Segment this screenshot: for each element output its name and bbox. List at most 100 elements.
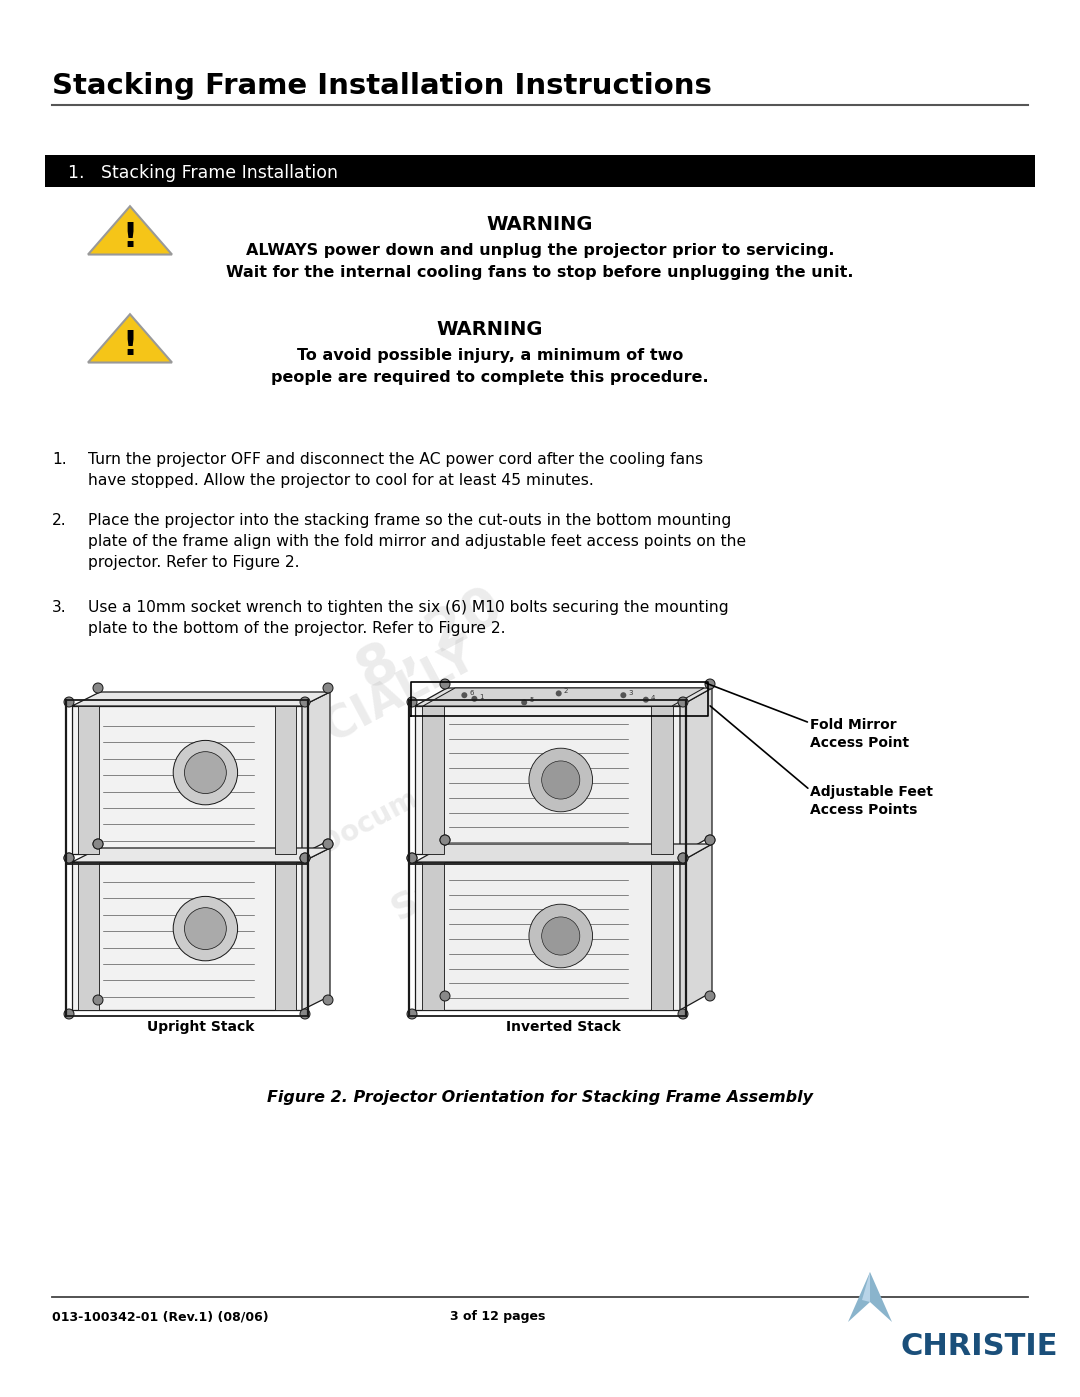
Text: 1: 1 bbox=[480, 694, 484, 700]
Circle shape bbox=[407, 1009, 417, 1018]
Polygon shape bbox=[72, 692, 330, 705]
Polygon shape bbox=[680, 687, 712, 854]
Circle shape bbox=[323, 995, 333, 1004]
Circle shape bbox=[323, 840, 333, 849]
Polygon shape bbox=[302, 848, 330, 1010]
Text: 8, 20: 8, 20 bbox=[349, 580, 512, 700]
Text: Figure 2. Projector Orientation for Stacking Frame Assembly: Figure 2. Projector Orientation for Stac… bbox=[267, 1090, 813, 1105]
Circle shape bbox=[407, 854, 417, 863]
Circle shape bbox=[173, 740, 238, 805]
Circle shape bbox=[64, 854, 75, 863]
Text: Document Copy: Document Copy bbox=[314, 719, 545, 861]
Bar bbox=[78, 705, 99, 854]
Text: Superseded: Superseded bbox=[384, 784, 615, 926]
Circle shape bbox=[64, 854, 75, 863]
Text: !: ! bbox=[122, 330, 137, 362]
Text: To avoid possible injury, a minimum of two
people are required to complete this : To avoid possible injury, a minimum of t… bbox=[271, 348, 708, 384]
Text: 6: 6 bbox=[470, 690, 474, 696]
Text: 4: 4 bbox=[651, 694, 656, 701]
Circle shape bbox=[440, 679, 450, 689]
Text: Turn the projector OFF and disconnect the AC power cord after the cooling fans
h: Turn the projector OFF and disconnect th… bbox=[87, 453, 703, 488]
Text: 2.: 2. bbox=[52, 513, 67, 528]
Circle shape bbox=[705, 990, 715, 1002]
Bar bbox=[45, 155, 1035, 187]
Circle shape bbox=[440, 990, 450, 1002]
Circle shape bbox=[522, 700, 527, 705]
Circle shape bbox=[678, 697, 688, 707]
Polygon shape bbox=[72, 705, 302, 854]
Text: 2: 2 bbox=[564, 689, 568, 694]
Text: Stacking Frame Installation Instructions: Stacking Frame Installation Instructions bbox=[52, 73, 712, 101]
Circle shape bbox=[407, 697, 417, 707]
Polygon shape bbox=[848, 1273, 892, 1322]
Circle shape bbox=[323, 683, 333, 693]
Text: Inverted Stack: Inverted Stack bbox=[505, 1020, 620, 1034]
Polygon shape bbox=[72, 862, 302, 1010]
Circle shape bbox=[300, 1009, 310, 1018]
Text: 1.: 1. bbox=[52, 453, 67, 467]
Circle shape bbox=[620, 692, 626, 698]
Text: Use a 10mm socket wrench to tighten the six (6) M10 bolts securing the mounting
: Use a 10mm socket wrench to tighten the … bbox=[87, 599, 729, 636]
Text: 3 of 12 pages: 3 of 12 pages bbox=[450, 1310, 545, 1323]
Circle shape bbox=[705, 835, 715, 845]
Text: Place the projector into the stacking frame so the cut-outs in the bottom mounti: Place the projector into the stacking fr… bbox=[87, 513, 746, 570]
Circle shape bbox=[173, 897, 238, 961]
Circle shape bbox=[678, 1009, 688, 1018]
Circle shape bbox=[542, 761, 580, 799]
Circle shape bbox=[64, 1009, 75, 1018]
Text: 3.: 3. bbox=[52, 599, 67, 615]
Circle shape bbox=[529, 904, 593, 968]
Circle shape bbox=[529, 749, 593, 812]
Polygon shape bbox=[72, 848, 330, 862]
Text: WARNING: WARNING bbox=[436, 320, 543, 339]
Circle shape bbox=[678, 854, 688, 863]
Circle shape bbox=[705, 679, 715, 689]
Bar bbox=[651, 705, 673, 854]
Bar bbox=[275, 705, 296, 854]
Circle shape bbox=[461, 692, 468, 698]
Circle shape bbox=[705, 835, 715, 845]
Text: 013-100342-01 (Rev.1) (08/06): 013-100342-01 (Rev.1) (08/06) bbox=[52, 1310, 269, 1323]
Circle shape bbox=[407, 854, 417, 863]
Polygon shape bbox=[87, 314, 172, 362]
Text: CHRISTIE: CHRISTIE bbox=[900, 1331, 1057, 1361]
Circle shape bbox=[556, 690, 562, 696]
Circle shape bbox=[185, 752, 227, 793]
Circle shape bbox=[323, 840, 333, 849]
Circle shape bbox=[678, 854, 688, 863]
Text: 3: 3 bbox=[629, 690, 633, 696]
Text: ALWAYS power down and unplug the projector prior to servicing.
Wait for the inte: ALWAYS power down and unplug the project… bbox=[226, 243, 854, 279]
Bar bbox=[422, 705, 444, 854]
Text: 5: 5 bbox=[529, 697, 534, 704]
Circle shape bbox=[300, 854, 310, 863]
Text: Adjustable Feet
Access Points: Adjustable Feet Access Points bbox=[810, 785, 933, 817]
Circle shape bbox=[440, 835, 450, 845]
Polygon shape bbox=[415, 844, 712, 862]
Text: Upright Stack: Upright Stack bbox=[147, 1020, 255, 1034]
Polygon shape bbox=[87, 207, 172, 254]
Circle shape bbox=[93, 840, 103, 849]
Circle shape bbox=[93, 995, 103, 1004]
Circle shape bbox=[300, 854, 310, 863]
Circle shape bbox=[542, 916, 580, 956]
Polygon shape bbox=[423, 687, 704, 705]
Circle shape bbox=[93, 840, 103, 849]
Text: !: ! bbox=[122, 221, 137, 254]
Text: WARNING: WARNING bbox=[487, 215, 593, 235]
Polygon shape bbox=[415, 705, 680, 854]
Circle shape bbox=[93, 683, 103, 693]
Polygon shape bbox=[415, 687, 712, 705]
Polygon shape bbox=[302, 692, 330, 854]
Circle shape bbox=[643, 697, 649, 703]
Circle shape bbox=[185, 908, 227, 950]
Bar bbox=[651, 862, 673, 1010]
Polygon shape bbox=[415, 862, 680, 1010]
Polygon shape bbox=[862, 1273, 870, 1302]
Circle shape bbox=[300, 697, 310, 707]
Circle shape bbox=[64, 697, 75, 707]
Polygon shape bbox=[680, 844, 712, 1010]
Bar bbox=[78, 862, 99, 1010]
Circle shape bbox=[440, 835, 450, 845]
Bar bbox=[275, 862, 296, 1010]
Text: OFFICIALLY: OFFICIALLY bbox=[216, 636, 484, 805]
